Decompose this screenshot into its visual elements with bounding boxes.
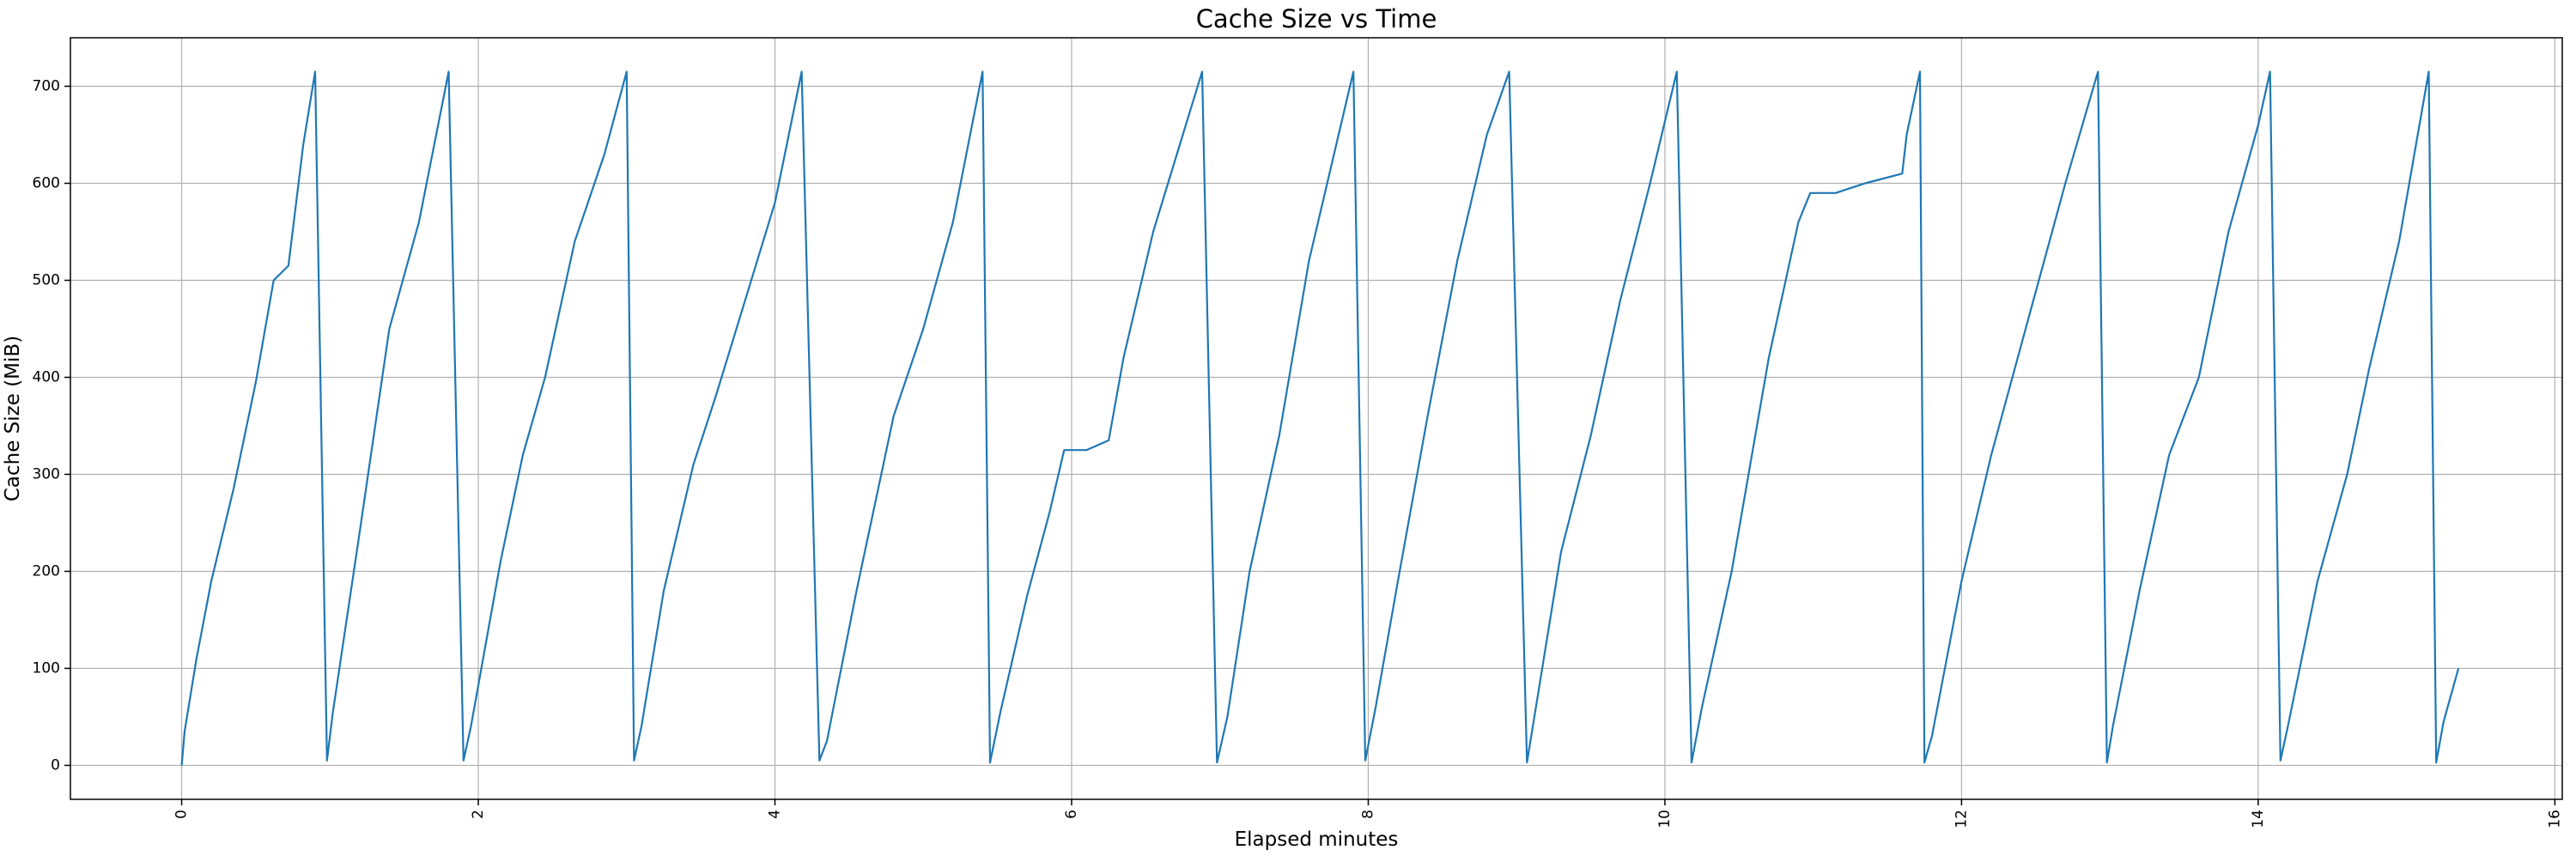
y-tick-label: 700 [33,77,60,94]
x-tick-label: 2 [470,810,487,819]
x-axis-label: Elapsed minutes [1235,829,1399,851]
axis-ticks: 0 2 4 6 8 10 12 14 16 0 100 200 300 400 500 600 700 [33,77,2564,828]
y-tick-label: 300 [33,465,60,483]
chart-title: Cache Size vs Time [1196,4,1437,33]
grid-lines [70,38,2562,799]
plot-frame [70,37,2563,800]
x-tick-label: 16 [2546,810,2563,829]
y-tick-label: 0 [51,756,60,774]
x-tick-label: 10 [1656,810,1674,829]
series-line [180,70,2460,766]
x-tick-label: 4 [767,810,784,819]
x-tick-label: 6 [1063,810,1080,819]
y-tick-label: 400 [33,368,60,385]
x-tick-label: 14 [2250,810,2267,829]
x-tick-label: 8 [1359,810,1376,819]
y-tick-label: 600 [33,174,60,191]
y-tick-label: 200 [33,562,60,580]
y-axis-label: Cache Size (MiB) [2,336,24,501]
y-tick-label: 500 [33,271,60,288]
x-tick-label: 0 [173,810,191,819]
x-tick-label: 12 [1953,810,1970,829]
series-layer [180,70,2460,766]
y-tick-label: 100 [33,659,60,677]
